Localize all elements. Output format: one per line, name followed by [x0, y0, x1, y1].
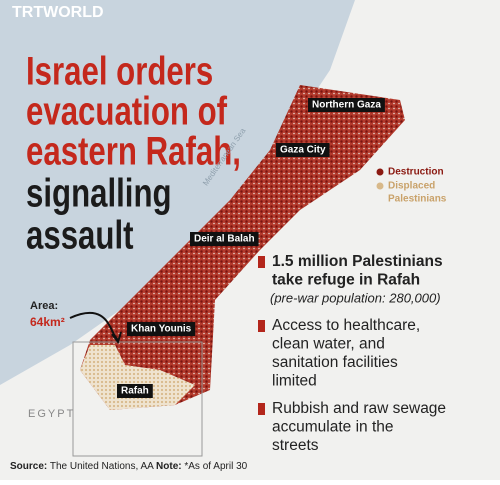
legend-label: Displaced — [388, 181, 435, 192]
sea — [0, 0, 355, 385]
legend-dot — [376, 168, 384, 176]
fact-line: accumulate in the — [272, 419, 394, 436]
map-label: Khan Younis — [131, 324, 192, 335]
map-label-bg — [276, 143, 330, 157]
note: *As of April 30 — [184, 461, 247, 472]
title-line: Israel orders — [26, 49, 213, 94]
note-label: Note: — [156, 461, 182, 472]
fact-line: Access to healthcare, — [272, 317, 420, 334]
fact-note: (pre-war population: 280,000) — [270, 290, 441, 305]
title: Israel orders evacuation of eastern Rafa… — [26, 49, 241, 258]
area-label: Area: — [30, 300, 58, 312]
title-line: assault — [26, 213, 134, 258]
facts: 1.5 million Palestinians take refuge in R… — [258, 253, 446, 454]
map-label-bg — [190, 232, 259, 246]
fact-line: clean water, and — [272, 336, 385, 353]
map-label: Rafah — [121, 386, 149, 397]
map-label-bg — [308, 98, 385, 112]
map-label-bg — [127, 322, 196, 336]
bullet — [258, 403, 265, 415]
title-line: evacuation of — [26, 89, 228, 134]
legend-dot — [376, 182, 384, 190]
source: The United Nations, AA — [50, 461, 154, 472]
map-label-bg — [117, 384, 153, 398]
logo: TRTWORLD — [12, 4, 104, 21]
map-label: Northern Gaza — [312, 100, 381, 111]
country-label: EGYPT — [28, 408, 75, 420]
bullet — [258, 320, 265, 332]
fact-line: take refuge in Rafah — [272, 272, 420, 289]
map-label: Gaza City — [280, 145, 326, 156]
title-line: eastern Rafah, — [26, 129, 241, 174]
area-value: 64km² — [30, 315, 65, 329]
fact-line: 1.5 million Palestinians — [272, 253, 443, 270]
bullet — [258, 256, 265, 268]
legend-label: Destruction — [388, 167, 444, 178]
rafah-box — [72, 341, 203, 457]
map-labels: Northern Gaza Gaza City Deir al Balah Khan … — [117, 98, 385, 398]
arrow-head — [111, 331, 122, 345]
displaced-area — [80, 345, 195, 410]
map-label: Deir al Balah — [194, 234, 255, 245]
fact-line: Rubbish and raw sewage — [272, 400, 446, 417]
fact-line: streets — [272, 437, 319, 454]
fact-line: sanitation facilities — [272, 354, 398, 371]
footer: Source: The United Nations, AA Note: *As… — [10, 461, 248, 472]
source-label: Source: — [10, 461, 47, 472]
legend-label: Palestinians — [388, 194, 447, 205]
fact-line: limited — [272, 373, 317, 390]
title-line: signalling — [26, 171, 172, 216]
